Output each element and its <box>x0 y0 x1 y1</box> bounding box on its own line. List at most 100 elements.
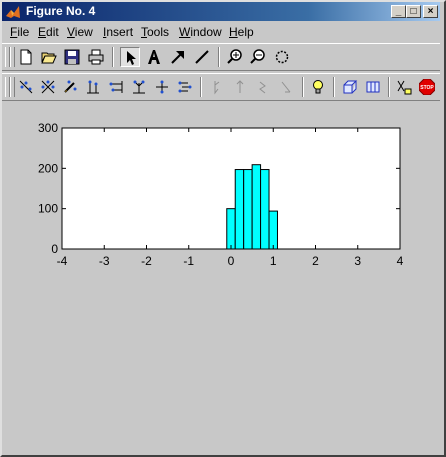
box-3d-button[interactable] <box>340 77 360 97</box>
close-icon: × <box>427 6 434 17</box>
open-folder-icon <box>41 52 57 64</box>
zoom-in-icon <box>227 49 242 64</box>
toolbar-separator <box>302 77 304 97</box>
menu-tools[interactable]: Tools <box>141 25 169 39</box>
close-button[interactable]: × <box>423 5 438 18</box>
rotate-3d-button[interactable] <box>272 47 292 67</box>
x-tick-label: -2 <box>141 254 152 268</box>
menu-insert[interactable]: Insert <box>103 25 133 39</box>
align-center-button[interactable] <box>175 77 195 97</box>
lightbulb-icon <box>313 80 323 94</box>
align-right-button[interactable] <box>106 77 126 97</box>
distribute-button[interactable] <box>129 77 149 97</box>
x-tick-label: 2 <box>312 254 319 268</box>
disabled-tool-1[interactable] <box>207 77 227 97</box>
save-button[interactable] <box>62 47 82 67</box>
maximize-button[interactable]: □ <box>406 5 421 18</box>
bar-tool-button[interactable] <box>394 77 414 97</box>
menu-window-mnemonic: W <box>179 25 191 39</box>
toolbar-grip[interactable] <box>5 47 10 67</box>
new-file-icon <box>20 49 32 65</box>
open-button[interactable] <box>39 47 59 67</box>
toolbar-separator <box>200 77 202 97</box>
disabled-tool-4-icon <box>281 81 291 93</box>
menu-edit-label: dit <box>46 25 59 39</box>
toolbar-separator <box>388 77 390 97</box>
box-2d-icon <box>366 81 380 93</box>
toolbar-separator <box>112 47 114 67</box>
y-tick-label: 0 <box>51 242 58 256</box>
menu-edit-mnemonic: E <box>38 25 47 39</box>
stop-label: STOP <box>420 85 434 91</box>
menu-view-mnemonic: V <box>67 25 75 39</box>
print-icon <box>88 49 104 65</box>
maximize-icon: □ <box>410 6 417 17</box>
edit-points-button[interactable] <box>16 77 36 97</box>
print-button[interactable] <box>86 47 106 67</box>
stop-button[interactable]: STOP <box>417 77 437 97</box>
align-top-icon <box>156 80 168 94</box>
insert-line-icon <box>195 50 209 64</box>
minimize-button[interactable]: _ <box>391 5 406 18</box>
pen-points-button[interactable] <box>60 77 80 97</box>
toolbar-grip-2[interactable] <box>10 47 15 67</box>
menu-view[interactable]: View <box>67 25 93 39</box>
y-tick-label: 100 <box>38 202 58 216</box>
y-tick-label: 200 <box>38 161 58 175</box>
insert-text-button[interactable] <box>144 47 164 67</box>
stop-icon: STOP <box>419 79 435 95</box>
figure-toolbar <box>2 43 440 71</box>
insert-line-button[interactable] <box>192 47 212 67</box>
toolbar-grip[interactable] <box>5 77 10 97</box>
toolbar-grip-2[interactable] <box>10 77 15 97</box>
new-file-button[interactable] <box>16 47 36 67</box>
zoom-out-button[interactable] <box>248 47 268 67</box>
rotate-3d-icon <box>275 50 289 64</box>
box-3d-icon <box>343 80 358 94</box>
select-button[interactable] <box>120 47 140 67</box>
disabled-tool-3[interactable] <box>253 77 273 97</box>
insert-text-icon <box>148 50 160 64</box>
select-arrow-icon <box>127 51 136 65</box>
menu-view-label: iew <box>74 25 93 39</box>
x-tick-label: 3 <box>354 254 361 268</box>
distribute-icon <box>133 80 145 94</box>
zoom-out-icon <box>250 49 265 64</box>
histogram-bar <box>260 169 270 250</box>
histogram-bar <box>234 169 245 250</box>
align-center-icon <box>178 81 192 93</box>
lighting-button[interactable] <box>308 77 328 97</box>
menu-window[interactable]: Window <box>179 25 222 39</box>
menu-help-mnemonic: H <box>229 25 238 39</box>
y-tick-label: 300 <box>38 121 58 135</box>
save-icon <box>64 49 80 65</box>
move-points-button[interactable] <box>38 77 58 97</box>
x-tick-label: 4 <box>397 254 404 268</box>
histogram-bar <box>268 210 278 250</box>
disabled-tool-2[interactable] <box>230 77 250 97</box>
menu-file[interactable]: File <box>10 25 29 39</box>
histogram-bar <box>243 169 253 250</box>
zoom-in-button[interactable] <box>225 47 245 67</box>
disabled-tool-1-icon <box>214 81 220 95</box>
align-bottom-button[interactable] <box>83 77 103 97</box>
menu-edit[interactable]: Edit <box>38 25 59 39</box>
menu-tools-label: ools <box>147 25 170 39</box>
x-tick-label: 1 <box>270 254 277 268</box>
align-right-icon <box>109 81 123 93</box>
menu-help-label: elp <box>237 25 254 39</box>
insert-arrow-button[interactable] <box>168 47 188 67</box>
minimize-icon: _ <box>395 6 402 17</box>
title-bar[interactable]: Figure No. 4 _ □ × <box>2 2 440 21</box>
menu-file-label: ile <box>17 25 30 39</box>
menu-help[interactable]: Help <box>229 25 254 39</box>
menu-file-mnemonic: F <box>10 25 18 39</box>
window-title: Figure No. 4 <box>26 4 96 18</box>
x-tick-label: -4 <box>57 254 68 268</box>
box-2d-button[interactable] <box>363 77 383 97</box>
plot-edit-toolbar: STOP <box>2 73 440 101</box>
disabled-tool-4[interactable] <box>276 77 296 97</box>
align-top-button[interactable] <box>152 77 172 97</box>
disabled-tool-3-icon <box>259 81 266 94</box>
